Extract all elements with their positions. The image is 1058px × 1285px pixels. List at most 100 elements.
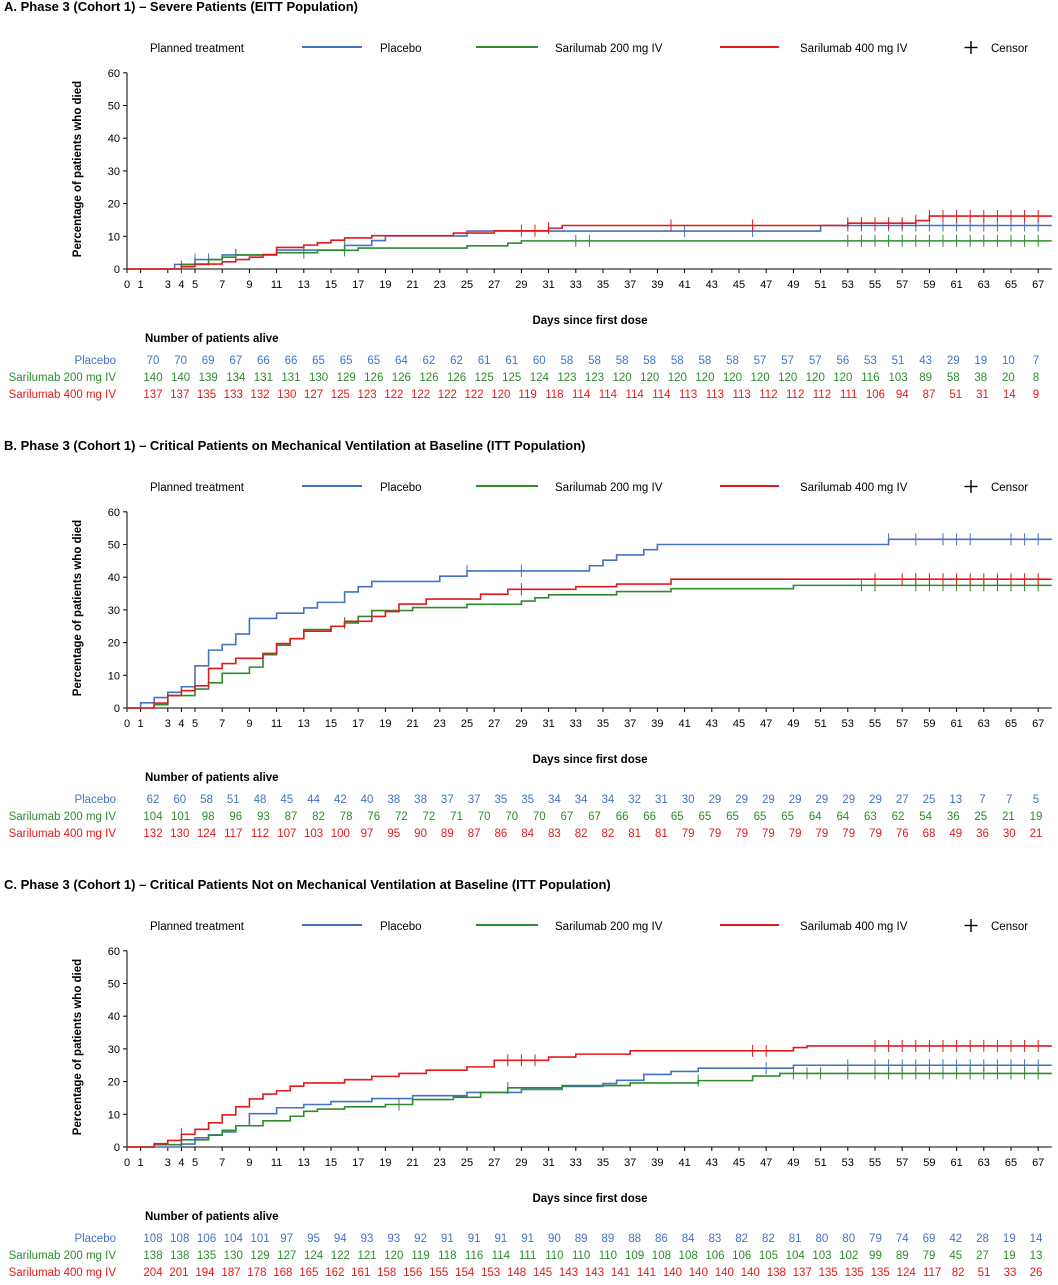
x-tick-label: 37 xyxy=(624,279,636,291)
at-risk-value-placebo: 38 xyxy=(387,794,400,806)
at-risk-value-sar200: 114 xyxy=(492,1250,511,1262)
at-risk-value-sar400: 155 xyxy=(429,1267,448,1279)
at-risk-value-sar400: 137 xyxy=(143,389,162,401)
y-tick-label: 20 xyxy=(108,638,120,650)
at-risk-value-sar400: 137 xyxy=(170,389,189,401)
at-risk-value-sar400: 31 xyxy=(976,389,989,401)
at-risk-value-sar200: 106 xyxy=(705,1250,724,1262)
at-risk-value-sar200: 109 xyxy=(625,1250,644,1262)
at-risk-value-placebo: 58 xyxy=(588,355,601,367)
at-risk-value-placebo: 108 xyxy=(143,1233,162,1245)
at-risk-value-sar200: 127 xyxy=(277,1250,296,1262)
at-risk-value-sar200: 64 xyxy=(809,811,822,823)
at-risk-value-placebo: 67 xyxy=(229,355,242,367)
at-risk-value-placebo: 5 xyxy=(1033,794,1039,806)
x-tick-label: 9 xyxy=(246,718,252,730)
x-tick-label: 39 xyxy=(651,1157,663,1169)
x-tick-label: 51 xyxy=(814,718,826,730)
at-risk-value-sar200: 120 xyxy=(806,372,825,384)
at-risk-value-placebo: 29 xyxy=(789,794,802,806)
at-risk-value-sar200: 122 xyxy=(331,1250,350,1262)
at-risk-value-sar400: 135 xyxy=(197,389,216,401)
at-risk-value-placebo: 57 xyxy=(809,355,822,367)
at-risk-value-sar200: 78 xyxy=(340,811,353,823)
at-risk-value-sar200: 124 xyxy=(530,372,550,384)
x-tick-label: 37 xyxy=(624,1157,636,1169)
legend-c: Planned treatment Placebo Sarilumab 200 mg… xyxy=(150,919,1028,933)
x-tick-label: 13 xyxy=(298,1157,310,1169)
series-sar200 xyxy=(127,234,1052,270)
at-risk-value-sar400: 124 xyxy=(897,1267,917,1279)
x-tick-label: 35 xyxy=(597,718,609,730)
y-tick-label: 50 xyxy=(108,979,120,991)
at-risk-value-sar200: 103 xyxy=(888,372,907,384)
at-risk-value-placebo: 65 xyxy=(312,355,325,367)
at-risk-value-sar400: 148 xyxy=(507,1267,526,1279)
at-risk-value-placebo: 69 xyxy=(923,1233,936,1245)
x-tick-label: 47 xyxy=(760,1157,772,1169)
at-risk-value-placebo: 58 xyxy=(698,355,711,367)
at-risk-label-sar200: Sarilumab 200 mg IV xyxy=(9,1250,117,1262)
at-risk-value-placebo: 29 xyxy=(869,794,882,806)
at-risk-label-sar200: Sarilumab 200 mg IV xyxy=(9,811,117,823)
x-tick-label: 55 xyxy=(869,718,881,730)
at-risk-value-sar200: 110 xyxy=(599,1250,617,1262)
at-risk-value-placebo: 70 xyxy=(147,355,160,367)
at-risk-value-sar200: 63 xyxy=(864,811,877,823)
km-curve-sar400 xyxy=(127,1045,1052,1148)
at-risk-value-sar400: 118 xyxy=(545,389,563,401)
at-risk-value-sar200: 106 xyxy=(732,1250,751,1262)
at-risk-value-sar200: 126 xyxy=(447,372,466,384)
at-risk-value-placebo: 51 xyxy=(227,794,240,806)
at-risk-value-placebo: 61 xyxy=(505,355,518,367)
at-risk-value-sar400: 113 xyxy=(679,389,697,401)
legend-label-sar400: Sarilumab 400 mg IV xyxy=(800,43,908,55)
at-risk-value-sar200: 25 xyxy=(974,811,987,823)
at-risk-value-sar400: 82 xyxy=(601,828,614,840)
x-tick-label: 0 xyxy=(124,718,130,730)
at-risk-heading: Number of patients alive xyxy=(145,1211,279,1223)
at-risk-label-sar400: Sarilumab 400 mg IV xyxy=(9,828,117,840)
x-tick-label: 39 xyxy=(651,718,663,730)
x-tick-label: 43 xyxy=(706,718,718,730)
at-risk-value-sar400: 178 xyxy=(247,1267,266,1279)
at-risk-value-sar200: 93 xyxy=(257,811,270,823)
at-risk-value-sar200: 58 xyxy=(947,372,960,384)
at-risk-value-sar200: 79 xyxy=(923,1250,936,1262)
at-risk-value-placebo: 7 xyxy=(1006,794,1012,806)
legend-label-placebo: Placebo xyxy=(380,482,422,494)
x-tick-label: 1 xyxy=(138,718,144,730)
at-risk-value-sar400: 89 xyxy=(441,828,454,840)
at-risk-heading: Number of patients alive xyxy=(145,772,279,784)
at-risk-value-sar400: 112 xyxy=(251,828,269,840)
at-risk-value-sar400: 135 xyxy=(819,1267,838,1279)
at-risk-value-sar200: 134 xyxy=(226,372,246,384)
x-tick-label: 25 xyxy=(461,718,473,730)
x-tick-label: 7 xyxy=(219,718,225,730)
at-risk-value-sar400: 124 xyxy=(197,828,217,840)
at-risk-value-sar400: 79 xyxy=(762,828,775,840)
at-risk-value-sar400: 132 xyxy=(250,389,269,401)
at-risk-value-sar400: 79 xyxy=(816,828,829,840)
at-risk-value-sar200: 124 xyxy=(304,1250,324,1262)
at-risk-value-placebo: 66 xyxy=(285,355,298,367)
at-risk-table-a: Number of patients alive Placebo 70 70 69 67 6… xyxy=(9,333,1040,401)
at-risk-value-sar200: 111 xyxy=(519,1250,536,1262)
at-risk-value-sar200: 125 xyxy=(475,372,494,384)
at-risk-value-sar400: 112 xyxy=(786,389,804,401)
at-risk-value-placebo: 37 xyxy=(468,794,481,806)
x-tick-label: 57 xyxy=(896,279,908,291)
at-risk-value-sar400: 30 xyxy=(1003,828,1016,840)
at-risk-value-sar400: 122 xyxy=(384,389,403,401)
x-tick-label: 27 xyxy=(488,1157,500,1169)
at-risk-value-sar400: 113 xyxy=(706,389,724,401)
chart-title-a: A. Phase 3 (Cohort 1) – Severe Patients … xyxy=(4,0,358,14)
at-risk-value-sar200: 108 xyxy=(679,1250,698,1262)
at-risk-value-sar200: 116 xyxy=(861,372,879,384)
x-tick-label: 21 xyxy=(406,1157,418,1169)
at-risk-value-sar400: 127 xyxy=(304,389,323,401)
at-risk-value-placebo: 81 xyxy=(789,1233,802,1245)
x-tick-label: 35 xyxy=(597,279,609,291)
at-risk-value-sar400: 141 xyxy=(637,1267,656,1279)
